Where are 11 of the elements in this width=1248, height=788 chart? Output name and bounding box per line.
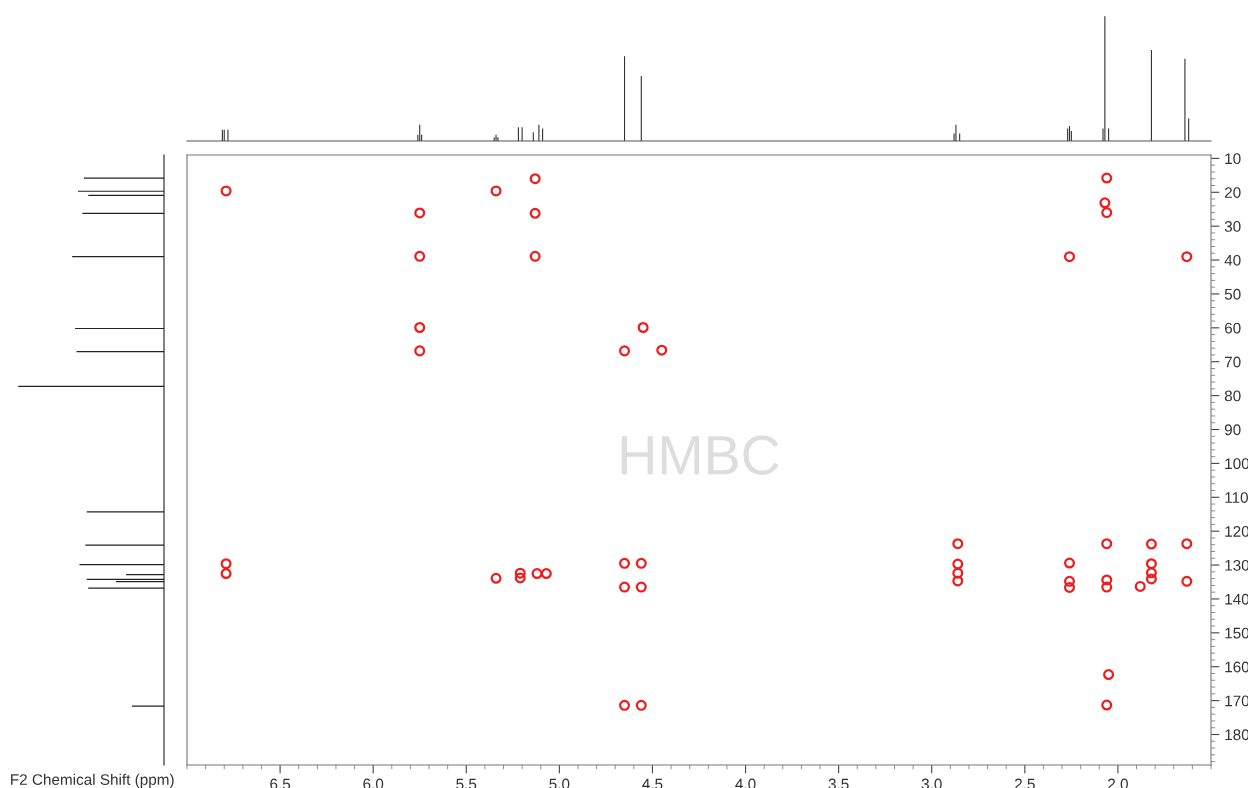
y-tick-label: 30 (1224, 221, 1241, 232)
y-tick-label: 110 (1225, 492, 1248, 503)
y-tick-label: 20 (1224, 187, 1241, 198)
y-tick-label: 70 (1224, 356, 1241, 368)
y-tick-label: 10 (1225, 153, 1241, 165)
x-axis-title: F2 Chemical Shift (ppm) (11, 773, 174, 788)
y-tick-label: 80 (1224, 390, 1241, 402)
y-tick-label: 40 (1224, 254, 1241, 266)
y-tick-label: 60 (1224, 322, 1241, 334)
y-tick-label: 90 (1224, 424, 1241, 436)
y-tick-label: 50 (1224, 288, 1241, 300)
